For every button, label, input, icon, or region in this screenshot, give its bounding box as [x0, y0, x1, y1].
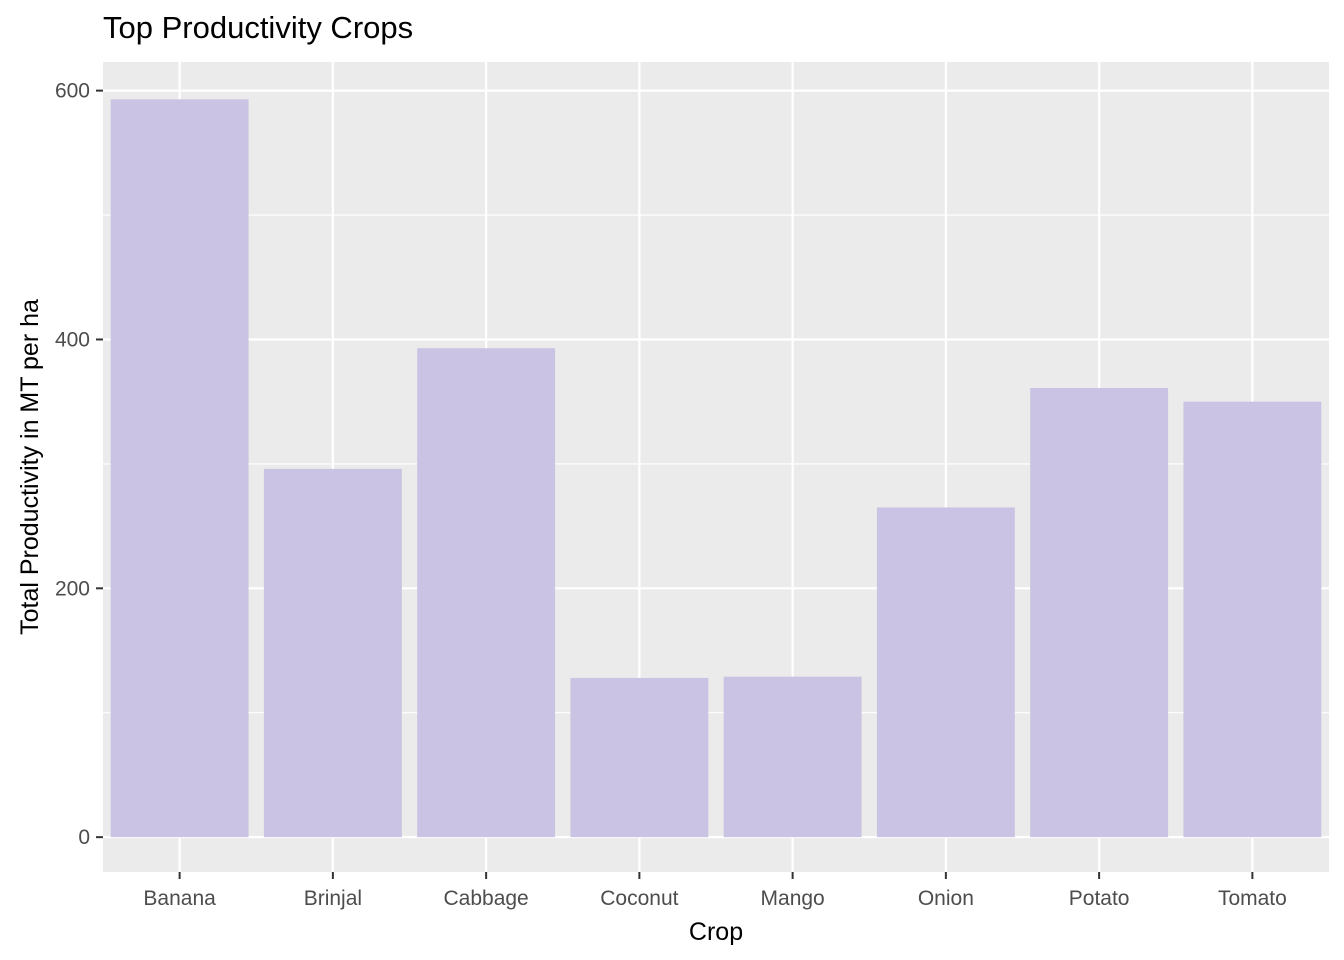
bar-cabbage: [417, 348, 556, 838]
x-tick-label-coconut: Coconut: [600, 887, 678, 910]
bar-onion: [876, 507, 1015, 838]
x-axis: Banana Brinjal Cabbage Coconut Mango Onion Pot…: [143, 872, 1287, 910]
x-tick-label-brinjal: Brinjal: [304, 887, 362, 910]
bars: [110, 99, 1322, 838]
x-tick-label-banana: Banana: [143, 887, 216, 910]
bar-banana: [110, 99, 249, 838]
x-axis-title: Crop: [689, 918, 743, 946]
bar-potato: [1030, 387, 1169, 838]
y-tick-label: 0: [78, 826, 90, 849]
bar-tomato: [1183, 401, 1322, 838]
x-tick-label-potato: Potato: [1069, 887, 1130, 910]
x-tick-label-mango: Mango: [761, 887, 825, 910]
y-axis-title: Total Productivity in MT per ha: [16, 299, 44, 635]
y-tick-label: 200: [55, 577, 90, 600]
y-axis: 0 200 400 600: [55, 80, 103, 849]
chart-title: Top Productivity Crops: [103, 10, 414, 45]
bar-brinjal: [263, 468, 402, 838]
y-tick-label: 600: [55, 80, 90, 103]
x-tick-label-onion: Onion: [918, 887, 974, 910]
x-tick-label-cabbage: Cabbage: [444, 887, 529, 910]
x-tick-label-tomato: Tomato: [1218, 887, 1287, 910]
bar-mango: [723, 676, 862, 838]
bar-coconut: [570, 677, 709, 838]
y-tick-label: 400: [55, 328, 90, 351]
